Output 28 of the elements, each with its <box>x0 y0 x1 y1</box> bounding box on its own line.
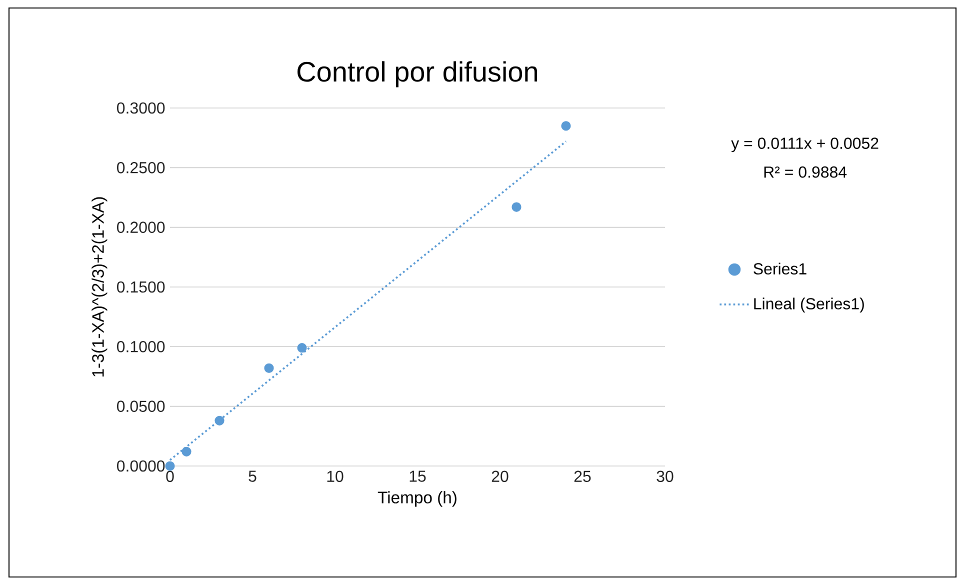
legend-label: Series1 <box>754 262 806 274</box>
point <box>512 202 522 212</box>
point <box>264 363 274 373</box>
x-tick-label: 30 <box>656 470 674 482</box>
y-tick-label: 0.2500 <box>116 162 165 174</box>
text: R² = 0.9884 <box>764 166 847 178</box>
point <box>165 461 175 471</box>
y-tick-label: 0.0500 <box>116 400 165 412</box>
legend-label: Lineal (Series1) <box>754 298 864 313</box>
y-tick-label: 0.1500 <box>116 281 165 293</box>
x-tick-label: 0 <box>166 470 174 482</box>
y-tick-label: 0.0000 <box>116 460 165 472</box>
point <box>182 446 192 456</box>
x-tick-label: 15 <box>410 470 426 482</box>
y-tick-label: 0.2000 <box>116 222 165 233</box>
x-tick-label: 10 <box>327 470 344 482</box>
point <box>214 416 224 426</box>
x-tick-label: 5 <box>248 470 256 482</box>
chart-title: Control por difusion <box>298 61 538 88</box>
y-tick-label: 0.1000 <box>116 341 165 352</box>
x-axis-title: Tiempo (h) <box>378 491 456 507</box>
point <box>561 121 571 131</box>
text: y = 0.0111x + 0.0052 <box>731 138 878 152</box>
y-tick-label: 0.3000 <box>116 102 165 114</box>
point <box>297 343 307 353</box>
x-tick-label: 25 <box>574 470 591 482</box>
y-axis-title: 1-3(1-XA)^(2/3)+2(1-XA) <box>92 197 108 376</box>
x-tick-label: 20 <box>492 470 508 482</box>
